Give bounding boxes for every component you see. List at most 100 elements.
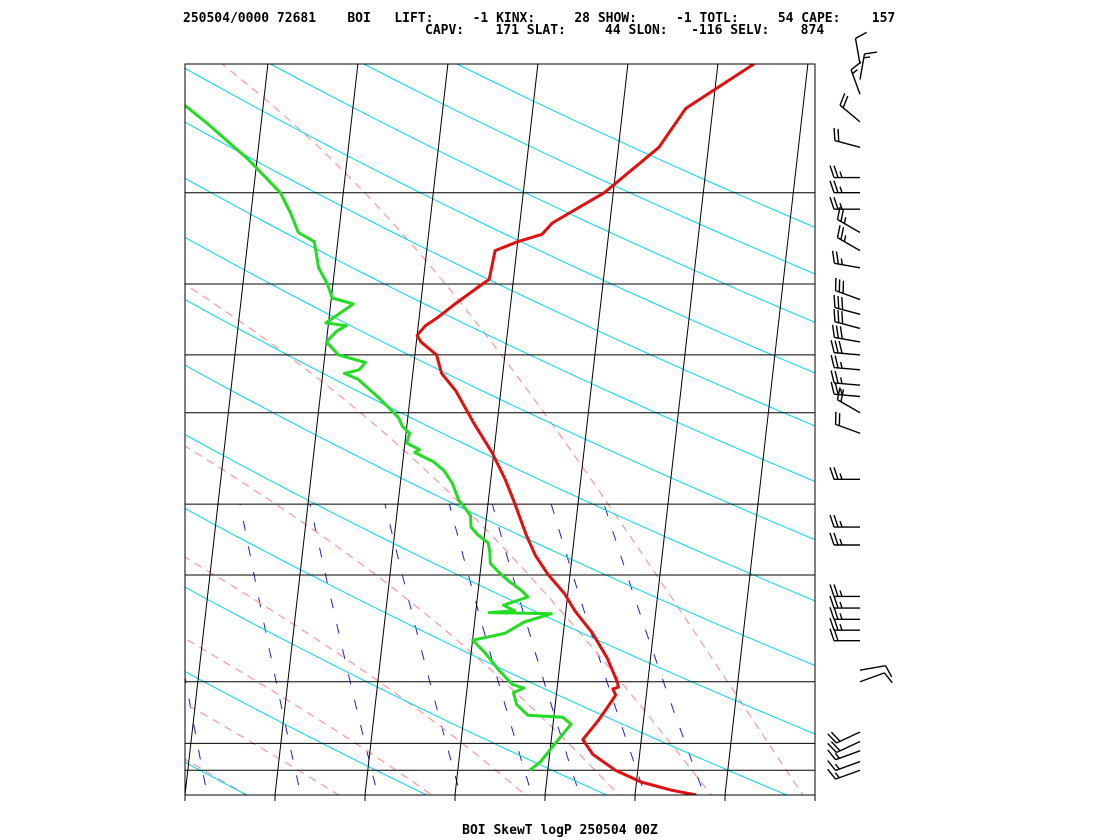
wind-barb-flag	[834, 355, 839, 369]
wind-barb-flag	[830, 355, 835, 368]
isotherm-line	[185, 64, 269, 795]
moist-adiabat-line	[185, 702, 340, 795]
dry-adiabat-line	[185, 177, 815, 482]
header-line-1: 250504/0000 72681 BOI LIFT: -1 KINX: 28 …	[183, 11, 895, 26]
wind-barb-half-flag	[834, 772, 840, 779]
wind-barb-flag	[833, 467, 839, 480]
wind-barb-staff	[837, 236, 861, 252]
wind-barb-flag	[829, 196, 835, 210]
wind-barb-flag	[833, 196, 839, 210]
wind-barb-flag	[829, 584, 835, 597]
temperature-profile	[415, 64, 755, 795]
wind-barb-flag	[829, 617, 835, 631]
wind-barb-flag	[833, 584, 839, 597]
wind-barb-flag	[829, 628, 835, 641]
wind-barb-flag	[838, 340, 843, 354]
wind-barb-half-flag	[840, 258, 843, 265]
wind-barb-flag	[837, 128, 840, 142]
wind-barb-flag	[842, 95, 849, 108]
wind-barb-staff	[839, 104, 861, 123]
wind-barb-flag	[830, 370, 835, 384]
wind-barb-flag	[831, 250, 836, 264]
wind-barb	[830, 381, 861, 398]
wind-barb	[829, 584, 860, 598]
wind-barb	[829, 165, 860, 179]
wind-barb-flag	[830, 731, 841, 742]
wind-barb	[834, 411, 861, 434]
wind-barb-flag	[829, 595, 835, 609]
dry-adiabat-line	[185, 586, 608, 795]
dry-adiabat-line	[362, 64, 815, 275]
temperature-axis	[184, 795, 816, 801]
wind-barb	[859, 665, 893, 678]
dry-adiabat-line	[269, 64, 815, 323]
wind-barb	[829, 467, 860, 481]
isotherm-line	[814, 790, 815, 795]
mixing-ratio-line	[550, 503, 646, 795]
wind-barb-half-flag	[839, 377, 843, 384]
wind-barb-flag	[835, 325, 840, 339]
dry-adiabat-line	[185, 670, 428, 795]
moist-adiabat-line	[185, 637, 433, 795]
wind-barb	[829, 617, 860, 631]
plot-frame	[184, 63, 816, 796]
wind-barb-flag	[833, 165, 839, 178]
moist-adiabats	[185, 64, 804, 795]
wind-barb	[836, 206, 861, 234]
dry-adiabat-line	[185, 298, 815, 602]
header-line-2: CAPV: 171 SLAT: 44 SLON: -116 SELV: 874	[425, 23, 824, 38]
wind-barb	[834, 277, 861, 301]
dry-adiabat-line	[185, 67, 815, 374]
wind-barb-staff	[850, 69, 861, 95]
wind-barb-flag	[839, 93, 846, 106]
dry-adiabat-line	[185, 507, 788, 795]
isotherm-line	[274, 64, 359, 795]
wind-barb	[859, 672, 893, 684]
wind-barb-staff	[836, 731, 861, 744]
wind-barb-flag	[840, 227, 845, 240]
wind-barb-flag	[834, 340, 839, 354]
dewpoint-profile	[185, 103, 573, 772]
wind-barb-flag	[827, 760, 837, 771]
dry-adiabats	[185, 64, 815, 795]
wind-barb-flag	[855, 31, 867, 40]
wind-barb	[829, 514, 860, 528]
wind-barb-staff	[834, 321, 861, 330]
wind-barb-staff	[835, 760, 861, 772]
dry-adiabat-line	[185, 121, 815, 427]
wind-barb	[833, 309, 861, 330]
wind-barb-flag	[834, 382, 839, 395]
wind-barb-staff	[835, 769, 861, 780]
wind-barb-flag	[835, 251, 840, 265]
wind-barb-half-flag	[839, 601, 843, 609]
wind-barb-half-flag	[852, 69, 858, 75]
wind-barb	[830, 370, 861, 386]
wind-barb-half-flag	[839, 473, 843, 480]
wind-barb-flag	[833, 617, 839, 631]
moist-adiabat-line	[221, 64, 804, 795]
wind-barb-half-flag	[843, 235, 847, 242]
wind-barb-flag	[827, 749, 837, 761]
wind-barb-flag	[839, 326, 843, 339]
wind-barb-flag	[833, 294, 836, 308]
wind-barb-half-flag	[839, 613, 843, 620]
mixing-ratio-line	[448, 503, 533, 795]
moist-adiabat-line	[185, 556, 527, 795]
wind-barb-flag	[864, 51, 878, 55]
wind-barb-half-flag	[839, 538, 843, 546]
wind-barb-flag	[829, 532, 835, 546]
wind-barb-staff	[835, 750, 861, 761]
isotherm-line	[634, 64, 719, 795]
wind-barb-staff	[836, 740, 861, 754]
wind-barbs	[827, 31, 893, 780]
wind-barb	[833, 294, 861, 315]
wind-barb	[830, 355, 861, 371]
wind-barb	[830, 340, 861, 356]
wind-barb-flag	[829, 180, 835, 193]
wind-barb	[850, 61, 862, 95]
wind-barb	[827, 760, 861, 772]
wind-barb-staff	[834, 262, 861, 269]
isotherm-line	[544, 64, 629, 795]
wind-barb-staff	[834, 306, 861, 315]
mixing-ratio-line	[185, 674, 208, 795]
